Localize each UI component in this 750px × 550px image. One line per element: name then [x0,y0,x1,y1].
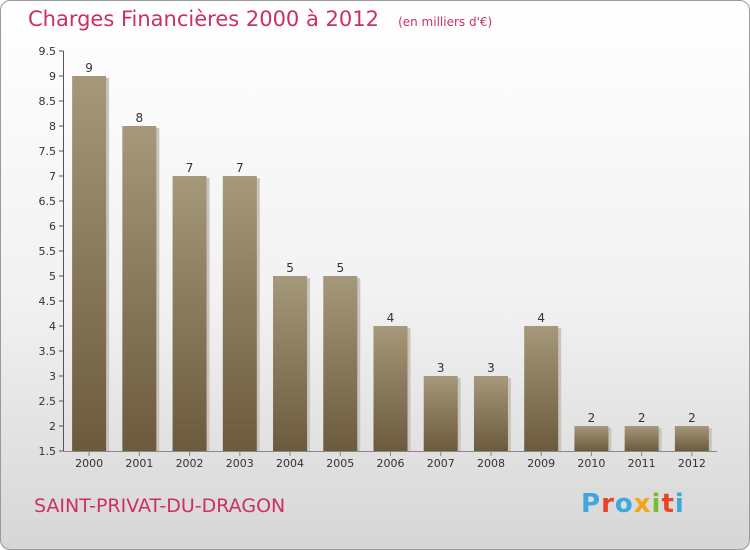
bar [172,176,207,451]
logo-letter: r [601,489,615,519]
chart-title: Charges Financières 2000 à 2012 [28,7,379,31]
bar [674,426,709,451]
y-tick-label: 5 [49,270,56,283]
bar [423,376,458,451]
bar-value-label: 3 [437,361,445,375]
logo-letter: i [651,489,662,519]
bar [323,276,358,451]
bar [222,176,257,451]
bar-value-label: 7 [186,161,194,175]
proxiti-logo: Proxiti [581,489,685,519]
logo-letter: o [614,489,634,519]
y-tick-label: 9 [49,70,56,83]
bar-value-label: 2 [638,411,646,425]
y-tick-label: 3 [49,370,56,383]
bar-value-label: 8 [136,111,144,125]
y-tick-label: 7 [49,170,56,183]
bar [624,426,659,451]
bar-value-label: 9 [85,61,93,75]
y-tick-label: 9.5 [39,45,57,58]
bar [122,126,157,451]
bar [473,376,508,451]
x-tick-label: 2009 [527,457,555,470]
y-tick-label: 1.5 [39,445,57,458]
y-tick-label: 6.5 [39,195,57,208]
bar-value-label: 2 [588,411,596,425]
bar-value-label: 4 [537,311,545,325]
x-tick-label: 2001 [125,457,153,470]
logo-letter: t [661,489,675,519]
y-tick-label: 2 [49,420,56,433]
y-tick-label: 4.5 [39,295,57,308]
y-tick-label: 2.5 [39,395,57,408]
x-tick-label: 2011 [628,457,656,470]
commune-name: SAINT-PRIVAT-DU-DRAGON [34,495,286,517]
bar-value-label: 5 [336,261,344,275]
bar [273,276,308,451]
y-tick-label: 8 [49,120,56,133]
x-tick-label: 2004 [276,457,304,470]
logo-letter: x [633,489,652,519]
bar [72,76,107,451]
x-tick-label: 2000 [75,457,103,470]
x-tick-label: 2007 [427,457,455,470]
x-tick-label: 2002 [176,457,204,470]
bar [574,426,609,451]
x-tick-label: 2006 [377,457,405,470]
x-tick-label: 2005 [326,457,354,470]
logo-letter: i [674,489,685,519]
chart-unit: (en milliers d'€) [398,15,493,29]
x-tick-label: 2012 [678,457,706,470]
bar [524,326,559,451]
y-tick-label: 3.5 [39,345,57,358]
chart-title-block: Charges Financières 2000 à 2012 (en mill… [28,7,492,31]
logo-letter: P [581,489,602,519]
y-tick-label: 6 [49,220,56,233]
bar-value-label: 4 [387,311,395,325]
bar-value-label: 2 [688,411,696,425]
y-tick-label: 8.5 [39,95,57,108]
y-tick-label: 7.5 [39,145,57,158]
x-tick-label: 2010 [577,457,605,470]
bar-value-label: 3 [487,361,495,375]
x-tick-label: 2003 [226,457,254,470]
bar-value-label: 5 [286,261,294,275]
x-tick-label: 2008 [477,457,505,470]
bar-value-label: 7 [236,161,244,175]
y-tick-label: 5.5 [39,245,57,258]
y-tick-label: 4 [49,320,56,333]
bar [373,326,408,451]
